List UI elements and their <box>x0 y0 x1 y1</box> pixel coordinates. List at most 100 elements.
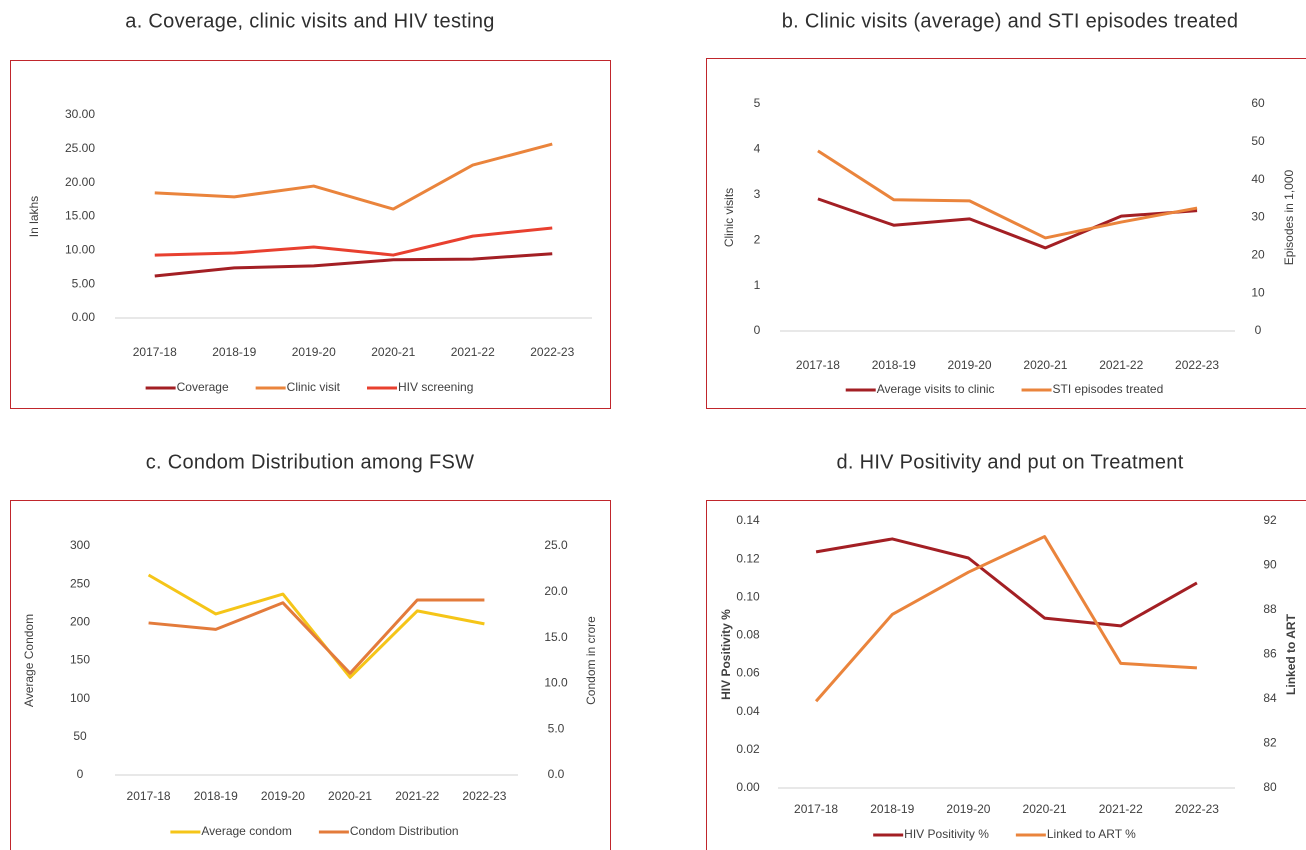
y-tick-label: 25.0 <box>544 538 568 552</box>
y-tick-label: 90 <box>1263 558 1277 572</box>
y-tick-label: 10.00 <box>65 243 95 257</box>
data-line <box>148 598 485 675</box>
x-tick-label: 2020-21 <box>1023 358 1067 372</box>
y-tick-label: 0.00 <box>736 780 760 794</box>
data-line <box>154 226 553 257</box>
x-tick-label: 2017-18 <box>794 802 838 816</box>
chart-title: d. HIV Positivity and put on Treatment <box>836 451 1183 473</box>
y-tick-label: 15.0 <box>544 630 568 644</box>
chart-title: c. Condom Distribution among FSW <box>146 451 475 473</box>
x-tick-label: 2017-18 <box>127 789 171 803</box>
y-tick-label: 0.06 <box>736 666 760 680</box>
data-line <box>817 149 1198 240</box>
y-tick-label: 300 <box>70 538 90 552</box>
x-tick-label: 2019-20 <box>292 345 336 359</box>
panel-frame <box>10 500 611 850</box>
x-tick-label: 2022-23 <box>530 345 574 359</box>
y-tick-label: 20.00 <box>65 175 95 189</box>
x-tick-label: 2019-20 <box>948 358 992 372</box>
y-tick-label: 5.00 <box>72 276 96 290</box>
y-tick-label: 3 <box>754 187 761 201</box>
legend-label: HIV Positivity % <box>904 827 989 841</box>
legend-label: STI episodes treated <box>1053 382 1164 396</box>
legend-label: Linked to ART % <box>1047 827 1136 841</box>
y-tick-label: 5.0 <box>548 721 565 735</box>
axis-label: Clinic visits <box>722 188 736 247</box>
y-tick-label: 60 <box>1251 96 1265 110</box>
x-tick-label: 2019-20 <box>946 802 990 816</box>
y-tick-label: 82 <box>1263 736 1277 750</box>
y-tick-label: 0 <box>754 323 761 337</box>
y-tick-label: 0 <box>77 767 84 781</box>
y-tick-label: 2 <box>754 232 761 246</box>
y-tick-label: 0.02 <box>736 742 760 756</box>
x-tick-label: 2021-22 <box>1099 358 1143 372</box>
y-tick-label: 86 <box>1263 647 1277 661</box>
y-tick-label: 88 <box>1263 602 1277 616</box>
y-tick-label: 150 <box>70 653 90 667</box>
y-tick-label: 4 <box>754 142 761 156</box>
data-line <box>154 252 553 278</box>
x-tick-label: 2021-22 <box>1099 802 1143 816</box>
data-line <box>815 537 1198 628</box>
panel-frame <box>706 58 1306 409</box>
x-tick-label: 2022-23 <box>1175 358 1219 372</box>
x-tick-label: 2021-22 <box>451 345 495 359</box>
x-tick-label: 2017-18 <box>133 345 177 359</box>
axis-label: In lakhs <box>27 196 41 237</box>
x-tick-label: 2019-20 <box>261 789 305 803</box>
y-tick-label: 50 <box>73 729 87 743</box>
y-tick-label: 30 <box>1251 210 1265 224</box>
axis-label: Condom in crore <box>584 616 598 705</box>
y-tick-label: 80 <box>1263 780 1277 794</box>
y-tick-label: 92 <box>1263 513 1277 527</box>
x-tick-label: 2022-23 <box>462 789 506 803</box>
y-tick-label: 0.10 <box>736 589 760 603</box>
legend-label: Coverage <box>177 380 229 394</box>
y-tick-label: 1 <box>754 278 761 292</box>
y-tick-label: 5 <box>754 96 761 110</box>
y-tick-label: 10 <box>1251 285 1265 299</box>
data-line <box>154 142 553 211</box>
x-tick-label: 2017-18 <box>796 358 840 372</box>
x-tick-label: 2018-19 <box>194 789 238 803</box>
y-tick-label: 50 <box>1251 134 1265 148</box>
y-tick-label: 100 <box>70 691 90 705</box>
legend-label: Clinic visit <box>287 380 341 394</box>
y-tick-label: 0.08 <box>736 628 760 642</box>
y-tick-label: 0.00 <box>72 310 96 324</box>
y-tick-label: 0.14 <box>736 513 760 527</box>
y-tick-label: 30.00 <box>65 107 95 121</box>
y-tick-label: 84 <box>1263 691 1277 705</box>
legend-label: Average condom <box>201 824 292 838</box>
y-tick-label: 10.0 <box>544 676 568 690</box>
chart-title: a. Coverage, clinic visits and HIV testi… <box>125 10 494 32</box>
panel-frame <box>10 60 611 409</box>
x-tick-label: 2020-21 <box>328 789 372 803</box>
y-tick-label: 25.00 <box>65 141 95 155</box>
y-tick-label: 0 <box>1255 323 1262 337</box>
axis-label: Average Condom <box>22 614 36 707</box>
y-tick-label: 0.04 <box>736 704 760 718</box>
legend-label: HIV screening <box>398 380 473 394</box>
axis-label: Linked to ART <box>1284 613 1298 695</box>
x-tick-label: 2020-21 <box>371 345 415 359</box>
y-tick-label: 40 <box>1251 172 1265 186</box>
y-tick-label: 200 <box>70 615 90 629</box>
chart-title: b. Clinic visits (average) and STI episo… <box>782 10 1239 32</box>
axis-label: Episodes in 1,000 <box>1282 169 1296 265</box>
data-line <box>147 573 485 679</box>
y-tick-label: 15.00 <box>65 209 95 223</box>
legend-label: Average visits to clinic <box>877 382 995 396</box>
data-line <box>814 535 1198 703</box>
x-tick-label: 2018-19 <box>872 358 916 372</box>
y-tick-label: 20.0 <box>544 584 568 598</box>
y-tick-label: 250 <box>70 576 90 590</box>
x-tick-label: 2021-22 <box>395 789 439 803</box>
y-tick-label: 0.0 <box>548 767 565 781</box>
y-tick-label: 20 <box>1251 248 1265 262</box>
y-tick-label: 0.12 <box>736 551 760 565</box>
x-tick-label: 2022-23 <box>1175 802 1219 816</box>
legend-label: Condom Distribution <box>350 824 459 838</box>
